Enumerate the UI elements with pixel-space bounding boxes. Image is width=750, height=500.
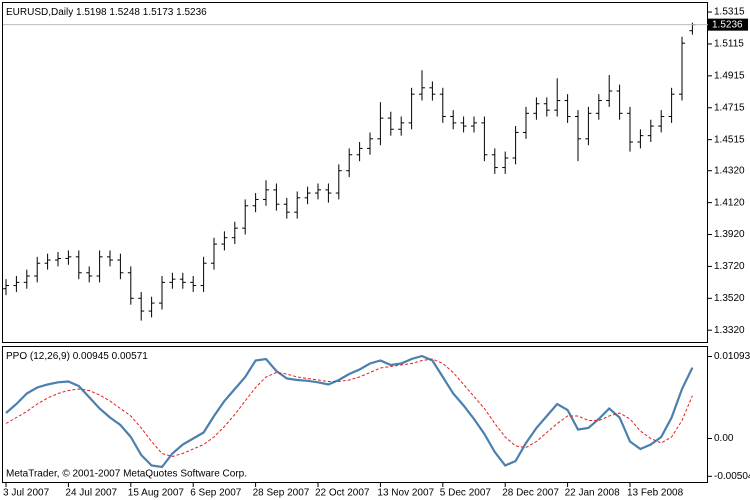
x-tick-label: 22 Oct 2007: [315, 488, 370, 499]
x-tick-label: 6 Sep 2007: [190, 488, 242, 499]
x-tick-label: 13 Nov 2007: [377, 488, 434, 499]
indicator-panel: [2, 346, 708, 483]
indicator-line: [5, 354, 694, 469]
indicator-line: [5, 358, 693, 458]
last-open: 1.5198: [76, 7, 107, 18]
y-tick-label: -0.00504: [714, 471, 750, 482]
x-tick-label: 5 Dec 2007: [440, 488, 492, 499]
price-panel: [2, 2, 708, 343]
x-tick-label: 13 Feb 2008: [627, 488, 684, 499]
signal-last: 0.00571: [112, 351, 149, 362]
last-high: 1.5248: [109, 7, 140, 18]
x-tick-label: 22 Jan 2008: [565, 488, 620, 499]
y-tick-label: 1.4715: [714, 102, 745, 113]
copyright: MetaTrader, © 2001-2007 MetaQuotes Softw…: [6, 469, 247, 480]
last-low: 1.5173: [143, 7, 174, 18]
y-tick-label: 1.3920: [714, 229, 745, 240]
y-tick-label: 1.4320: [714, 165, 745, 176]
indicator-name: PPO (12,26,9): [6, 351, 70, 362]
y-tick-label: 1.4515: [714, 134, 745, 145]
y-tick-label: 1.3720: [714, 261, 745, 272]
ppo-last: 0.00945: [73, 351, 110, 362]
price-header: EURUSD,Daily 1.5198 1.5248 1.5173 1.5236: [6, 7, 207, 18]
indicator-header: PPO (12,26,9) 0.00945 0.00571: [6, 351, 148, 362]
y-tick-label: 0.00: [714, 433, 734, 444]
symbol: EURUSD,Daily: [6, 7, 73, 18]
y-tick-label: 1.3520: [714, 293, 745, 304]
last-price-label: 1.5236: [712, 19, 743, 30]
x-tick-label: 15 Aug 2007: [128, 488, 185, 499]
last-close: 1.5236: [176, 7, 207, 18]
y-tick-label: 0.01093: [714, 351, 750, 362]
x-tick-label: 28 Sep 2007: [253, 488, 310, 499]
y-tick-label: 1.4120: [714, 197, 745, 208]
y-tick-label: 1.5115: [714, 39, 744, 50]
x-tick-label: 28 Dec 2007: [502, 488, 559, 499]
last-price-box: [708, 18, 748, 31]
x-tick-label: 24 Jul 2007: [65, 488, 117, 499]
x-tick-label: 3 Jul 2007: [3, 488, 50, 499]
y-tick-label: 1.4915: [714, 70, 745, 81]
y-tick-label: 1.5315: [714, 7, 745, 18]
y-tick-label: 1.3320: [714, 325, 745, 336]
